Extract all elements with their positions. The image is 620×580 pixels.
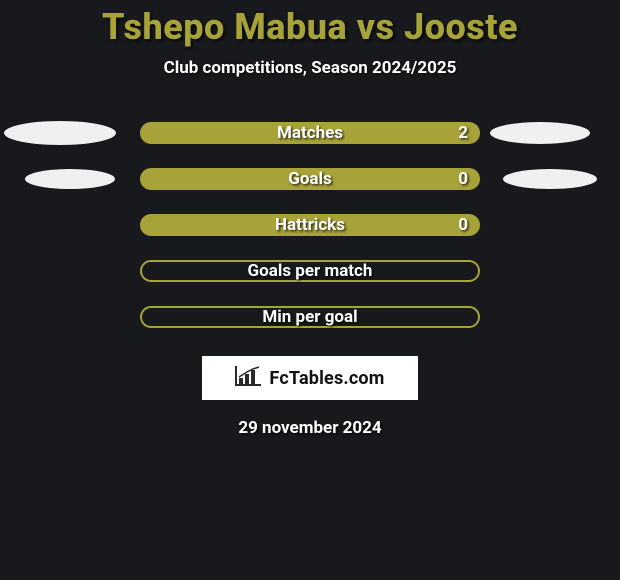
stat-row-matches: Matches 2 bbox=[0, 122, 620, 144]
stat-label: Matches bbox=[277, 123, 343, 143]
stat-rows: Matches 2 Goals 0 Hattricks 0 bbox=[0, 122, 620, 328]
logo-box: FcTables.com bbox=[202, 356, 418, 400]
stat-row-goals: Goals 0 bbox=[0, 168, 620, 190]
page-title: Tshepo Mabua vs Jooste bbox=[0, 6, 620, 48]
player-right-ellipse bbox=[503, 169, 597, 189]
stat-row-min-per-goal: Min per goal bbox=[0, 306, 620, 328]
stat-label: Goals bbox=[288, 169, 332, 189]
stat-label: Hattricks bbox=[275, 215, 345, 235]
player-left-ellipse bbox=[4, 121, 116, 145]
subtitle: Club competitions, Season 2024/2025 bbox=[0, 58, 620, 78]
player-left-ellipse bbox=[25, 169, 115, 189]
player-right-ellipse bbox=[490, 122, 590, 144]
stat-bar: Goals per match bbox=[140, 260, 480, 282]
stat-bar: Hattricks 0 bbox=[140, 214, 480, 236]
logo-prefix: Fc bbox=[269, 368, 288, 389]
stat-row-hattricks: Hattricks 0 bbox=[0, 214, 620, 236]
stat-label: Min per goal bbox=[262, 307, 357, 327]
bar-chart-icon bbox=[235, 366, 261, 390]
date-text: 29 november 2024 bbox=[0, 418, 620, 438]
logo-text: FcTables.com bbox=[269, 368, 384, 389]
stat-bar: Goals 0 bbox=[140, 168, 480, 190]
stat-label: Goals per match bbox=[248, 261, 373, 281]
stat-bar: Matches 2 bbox=[140, 122, 480, 144]
logo-suffix: Tables.com bbox=[289, 368, 385, 389]
stat-row-goals-per-match: Goals per match bbox=[0, 260, 620, 282]
stat-bar: Min per goal bbox=[140, 306, 480, 328]
stat-value-right: 0 bbox=[458, 169, 468, 189]
comparison-infographic: Tshepo Mabua vs Jooste Club competitions… bbox=[0, 0, 620, 580]
stat-value-right: 0 bbox=[458, 215, 468, 235]
stat-value-right: 2 bbox=[458, 123, 468, 143]
